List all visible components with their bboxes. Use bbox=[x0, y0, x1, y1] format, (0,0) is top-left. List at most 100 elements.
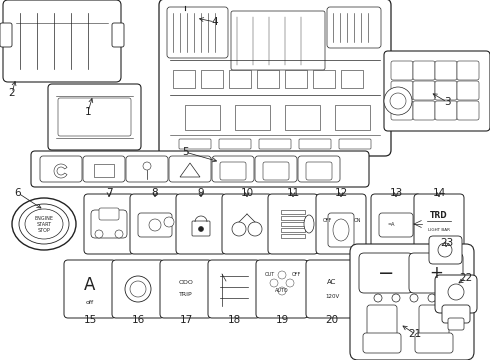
Text: OFF: OFF bbox=[322, 217, 332, 222]
Text: 23: 23 bbox=[441, 238, 454, 248]
Text: 18: 18 bbox=[227, 315, 241, 325]
FancyBboxPatch shape bbox=[415, 333, 453, 353]
FancyBboxPatch shape bbox=[64, 260, 116, 318]
FancyBboxPatch shape bbox=[192, 221, 210, 236]
Circle shape bbox=[438, 243, 452, 257]
Circle shape bbox=[149, 219, 161, 231]
Text: 17: 17 bbox=[179, 315, 193, 325]
Circle shape bbox=[392, 294, 400, 302]
FancyBboxPatch shape bbox=[208, 260, 260, 318]
Bar bbox=[229, 70, 251, 88]
Text: 1: 1 bbox=[85, 107, 91, 117]
FancyBboxPatch shape bbox=[99, 208, 119, 220]
FancyBboxPatch shape bbox=[371, 194, 421, 254]
FancyBboxPatch shape bbox=[391, 81, 413, 100]
Text: 6: 6 bbox=[15, 188, 21, 198]
Bar bbox=[285, 105, 320, 130]
FancyBboxPatch shape bbox=[339, 139, 371, 149]
Text: START: START bbox=[36, 222, 51, 228]
FancyBboxPatch shape bbox=[435, 275, 477, 313]
Bar bbox=[235, 105, 270, 130]
FancyBboxPatch shape bbox=[429, 236, 462, 264]
Text: 11: 11 bbox=[286, 188, 299, 198]
FancyBboxPatch shape bbox=[379, 213, 413, 237]
FancyBboxPatch shape bbox=[391, 61, 413, 80]
Circle shape bbox=[428, 294, 436, 302]
FancyBboxPatch shape bbox=[384, 51, 490, 131]
Circle shape bbox=[384, 87, 412, 115]
Bar bbox=[281, 234, 305, 238]
Bar bbox=[281, 210, 305, 214]
Circle shape bbox=[232, 222, 246, 236]
Text: off: off bbox=[86, 301, 94, 306]
Text: 10: 10 bbox=[241, 188, 253, 198]
FancyBboxPatch shape bbox=[175, 15, 195, 37]
Text: 12: 12 bbox=[334, 188, 347, 198]
FancyBboxPatch shape bbox=[130, 194, 180, 254]
FancyBboxPatch shape bbox=[3, 0, 121, 82]
FancyBboxPatch shape bbox=[160, 260, 212, 318]
FancyBboxPatch shape bbox=[0, 23, 12, 47]
FancyBboxPatch shape bbox=[306, 260, 358, 318]
Text: +: + bbox=[429, 264, 443, 282]
FancyBboxPatch shape bbox=[219, 139, 251, 149]
Text: 5: 5 bbox=[182, 147, 188, 157]
FancyBboxPatch shape bbox=[413, 81, 435, 100]
FancyBboxPatch shape bbox=[414, 194, 464, 254]
Circle shape bbox=[164, 217, 174, 227]
FancyBboxPatch shape bbox=[263, 162, 289, 180]
FancyBboxPatch shape bbox=[48, 84, 141, 150]
FancyBboxPatch shape bbox=[259, 139, 291, 149]
FancyBboxPatch shape bbox=[179, 139, 211, 149]
FancyBboxPatch shape bbox=[138, 213, 172, 237]
Text: OFF: OFF bbox=[292, 271, 301, 276]
Text: OUT: OUT bbox=[265, 271, 275, 276]
FancyBboxPatch shape bbox=[112, 23, 124, 47]
Circle shape bbox=[130, 281, 146, 297]
FancyBboxPatch shape bbox=[457, 61, 479, 80]
FancyBboxPatch shape bbox=[457, 81, 479, 100]
Ellipse shape bbox=[304, 215, 314, 233]
Ellipse shape bbox=[19, 204, 69, 244]
Circle shape bbox=[248, 222, 262, 236]
FancyBboxPatch shape bbox=[409, 253, 463, 293]
FancyBboxPatch shape bbox=[363, 333, 401, 353]
Text: =A: =A bbox=[387, 222, 395, 228]
FancyBboxPatch shape bbox=[435, 101, 457, 120]
Circle shape bbox=[374, 294, 382, 302]
Bar bbox=[281, 216, 305, 220]
Text: 4: 4 bbox=[212, 17, 219, 27]
Text: 7: 7 bbox=[106, 188, 112, 198]
Text: STOP: STOP bbox=[38, 229, 50, 234]
Text: 14: 14 bbox=[432, 188, 445, 198]
FancyBboxPatch shape bbox=[58, 98, 131, 136]
FancyBboxPatch shape bbox=[413, 61, 435, 80]
FancyBboxPatch shape bbox=[435, 61, 457, 80]
FancyBboxPatch shape bbox=[350, 244, 474, 360]
Bar bbox=[285, 70, 307, 88]
Circle shape bbox=[286, 279, 294, 287]
FancyBboxPatch shape bbox=[306, 162, 332, 180]
FancyBboxPatch shape bbox=[391, 101, 413, 120]
Circle shape bbox=[278, 287, 286, 295]
FancyBboxPatch shape bbox=[83, 156, 125, 182]
FancyBboxPatch shape bbox=[448, 318, 464, 330]
FancyBboxPatch shape bbox=[328, 213, 354, 247]
FancyBboxPatch shape bbox=[298, 156, 340, 182]
Bar bbox=[201, 70, 223, 88]
FancyBboxPatch shape bbox=[419, 305, 449, 345]
Text: 2: 2 bbox=[9, 88, 15, 98]
FancyBboxPatch shape bbox=[413, 101, 435, 120]
Text: 15: 15 bbox=[83, 315, 97, 325]
Ellipse shape bbox=[25, 209, 63, 239]
Bar bbox=[257, 70, 279, 88]
FancyBboxPatch shape bbox=[299, 139, 331, 149]
Circle shape bbox=[278, 271, 286, 279]
FancyBboxPatch shape bbox=[112, 260, 164, 318]
FancyBboxPatch shape bbox=[31, 151, 369, 187]
Text: TRD: TRD bbox=[430, 211, 448, 220]
Bar bbox=[281, 228, 305, 232]
Text: AUTO: AUTO bbox=[275, 288, 289, 293]
Bar bbox=[313, 70, 335, 88]
FancyBboxPatch shape bbox=[126, 156, 168, 182]
